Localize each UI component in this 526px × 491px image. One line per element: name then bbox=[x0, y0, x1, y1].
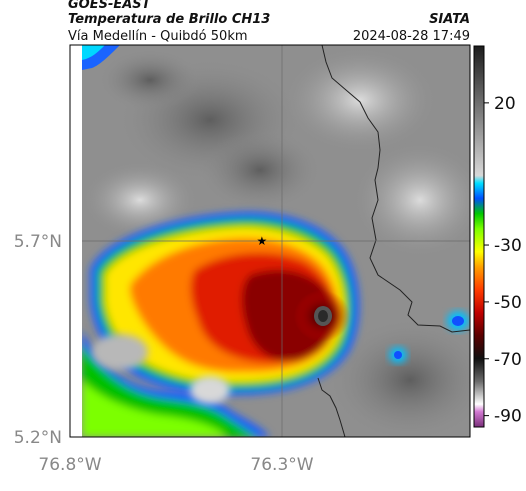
colorbar-tick-label: -90 bbox=[494, 407, 522, 427]
region-label: Vía Medellín - Quibdó 50km bbox=[68, 29, 248, 44]
colorbar-frame bbox=[473, 45, 485, 428]
y-axis: 5.7°N 5.2°N bbox=[14, 232, 62, 448]
colorbar-tick-label: -50 bbox=[494, 293, 522, 313]
satellite-imagery bbox=[82, 45, 470, 437]
colorbar-tick-label: -30 bbox=[494, 236, 522, 256]
x-tick-label: 76.3°W bbox=[250, 455, 313, 475]
satellite-label: GOES-EAST bbox=[68, 0, 151, 12]
product-title: Temperatura de Brillo CH13 bbox=[68, 12, 271, 27]
colorbar-ticks: 20 -30 -50 -70 -90 bbox=[484, 94, 522, 427]
timestamp-label: 2024-08-28 17:49 bbox=[352, 29, 470, 44]
colorbar-tick-label: 20 bbox=[494, 94, 516, 114]
organization-label: SIATA bbox=[429, 12, 470, 27]
x-tick-label: 76.8°W bbox=[38, 455, 101, 475]
x-axis: 76.8°W 76.3°W bbox=[38, 455, 313, 475]
map-frame bbox=[69, 44, 471, 438]
colorbar-tick-label: -70 bbox=[494, 350, 522, 370]
y-tick-label: 5.7°N bbox=[14, 232, 62, 252]
colorbar bbox=[474, 46, 484, 427]
y-tick-label: 5.2°N bbox=[14, 428, 62, 448]
station-star-icon: ★ bbox=[256, 234, 267, 248]
